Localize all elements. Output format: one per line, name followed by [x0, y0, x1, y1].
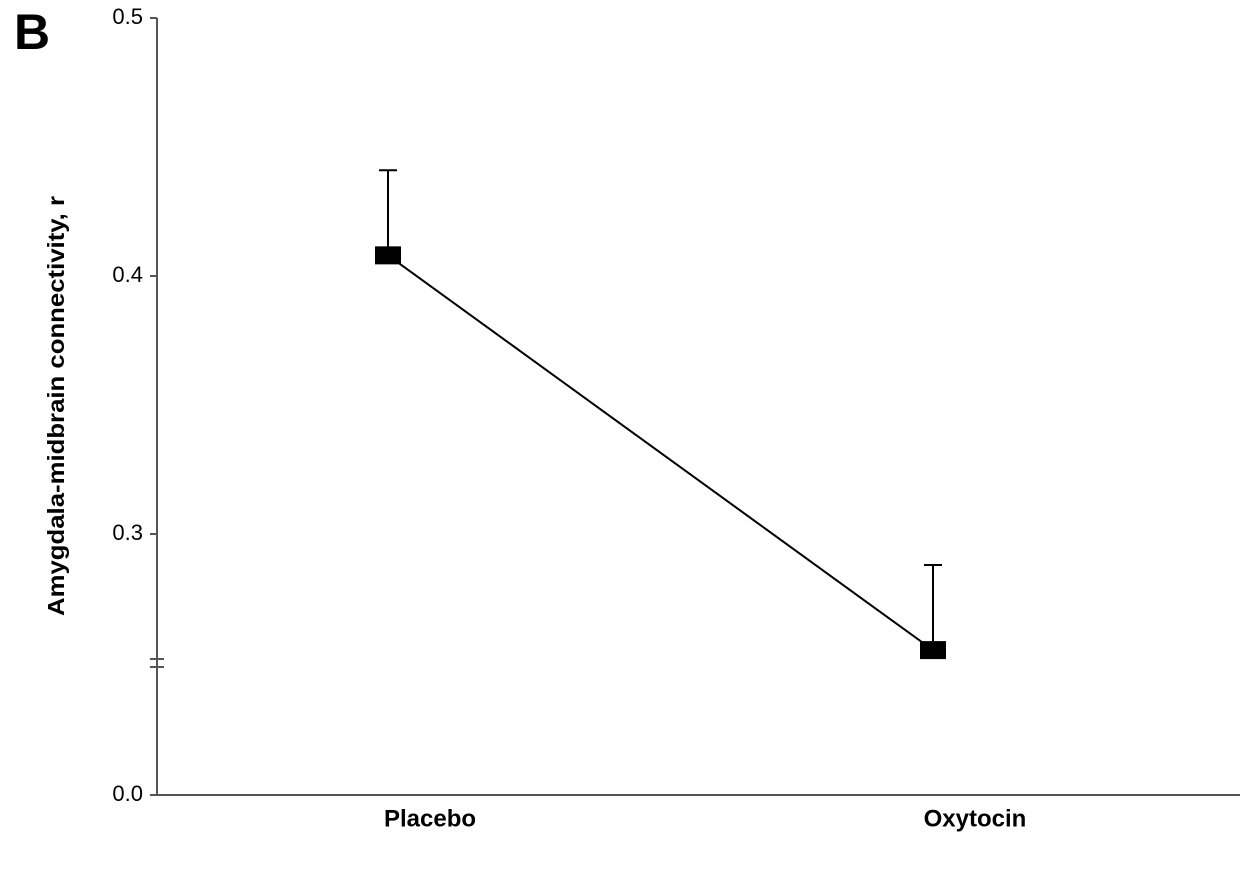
y-tick-label: 0.0 [112, 781, 143, 806]
y-tick-label: 0.5 [112, 4, 143, 29]
marker [375, 246, 401, 264]
x-tick-label: Oxytocin [924, 805, 1027, 832]
panel-label: B [14, 4, 50, 60]
y-tick-label: 0.4 [112, 262, 143, 287]
chart: B Amygdala-midbrain connectivity, r 0.0 0… [0, 0, 1240, 869]
y-axis-label: Amygdala-midbrain connectivity, r [43, 196, 69, 616]
line [388, 255, 933, 650]
marker [920, 641, 946, 659]
y-tick-label: 0.3 [112, 520, 143, 545]
x-tick-label: Placebo [384, 805, 476, 832]
